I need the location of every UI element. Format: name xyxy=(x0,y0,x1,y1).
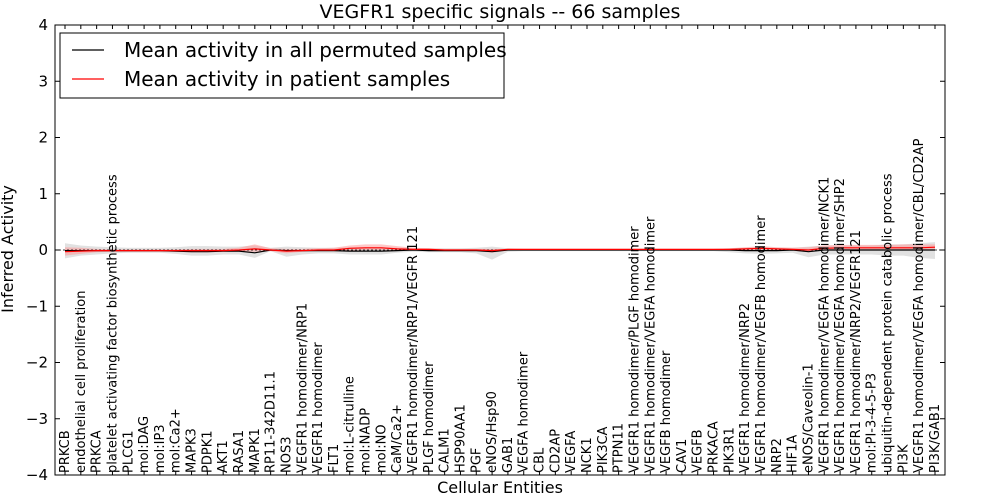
x-tick-label: eNOS/Caveolin-1 xyxy=(802,363,817,473)
x-tick-label: MAPK3 xyxy=(185,428,200,473)
x-tick-label: VEGFA homodimer xyxy=(517,351,532,473)
x-tick-label: PI3K/GAB1 xyxy=(928,404,943,473)
x-tick-label: VEGFR1 homodimer/VEGFA homodimer xyxy=(643,216,658,473)
x-tick-label: endothelial cell proliferation xyxy=(74,291,89,474)
x-tick-label: PGF xyxy=(469,448,484,473)
x-tick-label: CBL xyxy=(533,447,548,473)
chart-title: VEGFR1 specific signals -- 66 samples xyxy=(320,1,681,23)
x-tick-label: FLT1 xyxy=(327,444,342,473)
x-tick-label: mol:Ca2+ xyxy=(169,408,184,473)
x-tick-label: RASA1 xyxy=(232,430,247,473)
y-tick-label: −1 xyxy=(26,297,48,315)
x-tick-label: PLGF homodimer xyxy=(422,361,437,473)
x-tick-label: ubiquitin-dependent protein catabolic pr… xyxy=(881,173,896,473)
x-tick-label: eNOS/Hsp90 xyxy=(485,391,500,473)
y-tick-label: −2 xyxy=(26,354,48,372)
legend: Mean activity in all permuted samples Mea… xyxy=(59,32,507,99)
series-line-2 xyxy=(64,246,936,253)
x-tick-label: CAV1 xyxy=(675,439,690,473)
x-tick-label: mol:DAG xyxy=(137,416,152,473)
x-tick-label: VEGFR1 homodimer/NRP1 xyxy=(295,303,310,473)
x-tick-label: VEGFR1 homodimer/VEGFA homodimer/CBL/CD2… xyxy=(912,138,927,473)
x-tick-label: NOS3 xyxy=(280,437,295,473)
y-tick-label: −4 xyxy=(26,466,48,484)
x-tick-label: MAPK1 xyxy=(248,428,263,473)
y-tick-label: 3 xyxy=(38,72,48,90)
x-tick-label: VEGFR1 homodimer/VEGFA homodimer/NCK1 xyxy=(817,177,832,473)
y-axis: −4 −3 −2 −1 0 1 2 3 4 xyxy=(26,16,945,484)
legend-box xyxy=(59,32,505,99)
x-axis-title: Cellular Entities xyxy=(437,478,563,497)
y-axis-title: Inferred Activity xyxy=(0,185,17,313)
x-tick-label: NRP2 xyxy=(770,438,785,473)
x-tick-label: PRKACA xyxy=(707,421,722,473)
series-lines xyxy=(64,246,936,254)
x-tick-label: platelet activating factor biosynthetic … xyxy=(106,174,121,473)
x-tick-label: HIF1A xyxy=(786,435,801,473)
x-tick-label: VEGFR1 homodimer/NRP2/VEGFR121 xyxy=(849,230,864,473)
x-tick-label: HSP90AA1 xyxy=(454,404,469,473)
x-axis xyxy=(64,25,936,475)
x-tick-label: PLCG1 xyxy=(121,430,136,473)
x-tick-label: PIK3R1 xyxy=(722,427,737,473)
y-tick-label: 2 xyxy=(38,129,48,147)
x-tick-label: NCK1 xyxy=(580,437,595,473)
x-tick-label: mol:PI-3-4-5-P3 xyxy=(865,373,880,473)
x-tick-label: VEGFR1 homodimer/VEGFA homodimer/SHP2 xyxy=(833,178,848,473)
x-tick-label: VEGFA xyxy=(564,431,579,473)
x-tick-label: mol:L-citrulline xyxy=(343,376,358,473)
x-tick-label: VEGFR1 homodimer/NRP1/VEGFR 121 xyxy=(406,226,421,473)
entity-labels: PRKCB endothelial cell proliferation PRKCA… xyxy=(58,138,943,473)
x-tick-label: VEGFB xyxy=(691,429,706,473)
x-tick-label: mol:NADP xyxy=(359,408,374,473)
x-tick-label: AKT1 xyxy=(216,440,231,473)
x-tick-label: PDPK1 xyxy=(200,431,215,474)
x-tick-label: VEGFB homodimer xyxy=(659,350,674,473)
x-tick-label: mol:IP3 xyxy=(153,424,168,473)
y-tick-label: 0 xyxy=(38,241,48,259)
x-tick-label: GAB1 xyxy=(501,437,516,473)
y-tick-label: 1 xyxy=(38,185,48,203)
x-tick-label: VEGFR1 homodimer xyxy=(311,342,326,473)
legend-label-1: Mean activity in all permuted samples xyxy=(124,38,507,62)
x-tick-label: RP11-342D11.1 xyxy=(264,371,279,473)
x-tick-label: PI3K xyxy=(896,444,911,473)
x-tick-label: VEGFR1 homodimer/PLGF homodimer xyxy=(628,226,643,473)
legend-label-2: Mean activity in patient samples xyxy=(124,67,450,91)
y-tick-label: 4 xyxy=(38,16,48,34)
series-line-1 xyxy=(65,249,935,254)
x-tick-label: PTPN11 xyxy=(612,423,627,473)
y-tick-label: −3 xyxy=(26,410,48,428)
x-tick-label: PIK3CA xyxy=(596,426,611,473)
x-tick-label: PRKCA xyxy=(90,430,105,473)
x-tick-label: PRKCB xyxy=(58,430,73,473)
x-tick-label: CaM/Ca2+ xyxy=(390,404,405,473)
x-tick-label: VEGFR1 homodimer/VEGFB homodimer xyxy=(754,215,769,473)
x-tick-label: CALM1 xyxy=(438,428,453,473)
x-tick-label: CD2AP xyxy=(548,429,563,473)
x-tick-label: VEGFR1 homodimer/NRP2 xyxy=(738,303,753,473)
x-tick-label: mol:NO xyxy=(374,424,389,473)
